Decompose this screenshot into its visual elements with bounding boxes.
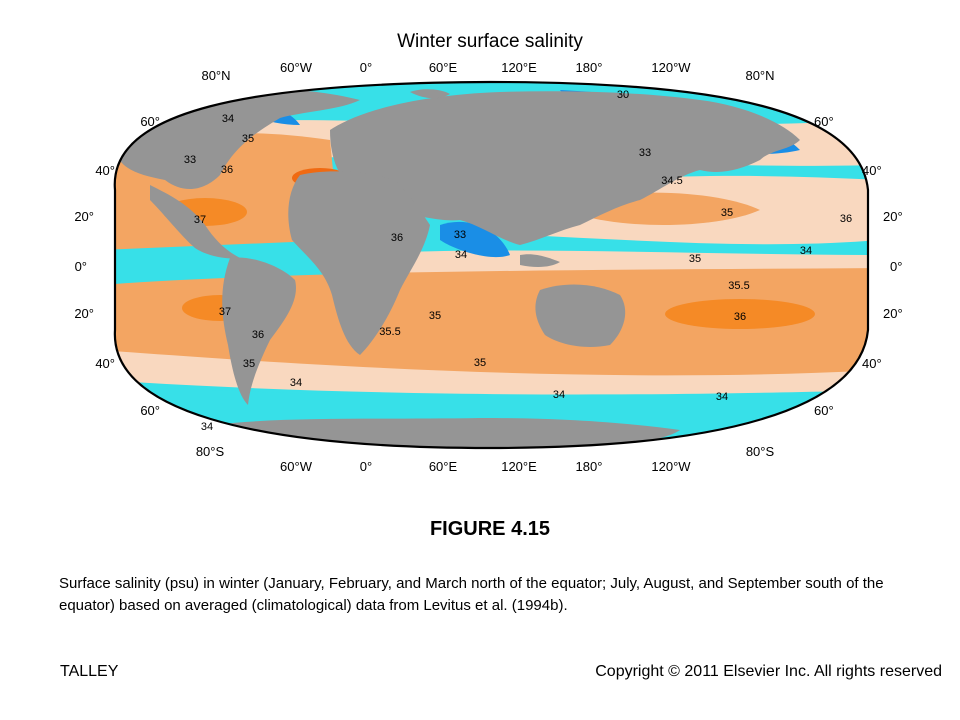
right-lat-label: 40° <box>862 356 882 371</box>
right-lat-label: 60° <box>814 114 834 129</box>
contour-label: 35.5 <box>379 326 400 338</box>
bottom-label: 180° <box>576 459 603 474</box>
salinity-map: 80°N 60°W 0° 60°E 120°E 180° 120°W 80°N … <box>74 60 903 474</box>
left-lat-label: 20° <box>74 306 94 321</box>
contour-label: 34 <box>455 249 467 261</box>
contour-label: 30 <box>617 89 629 101</box>
contour-label: 34 <box>201 421 213 433</box>
contour-label: 36 <box>252 329 264 341</box>
contour-labels: 30 34 35 33 36 33 34.5 37 35 36 33 34 34… <box>184 89 852 433</box>
bottom-axis: 80°S 60°W 0° 60°E 120°E 180° 120°W 80°S <box>196 444 775 474</box>
bottom-label: 120°E <box>501 459 537 474</box>
bay-of-bengal-fresh <box>440 221 510 258</box>
right-lat-label: 20° <box>883 209 903 224</box>
salinity-field <box>114 82 869 448</box>
south-pale <box>114 350 869 395</box>
contour-label: 34 <box>290 377 302 389</box>
globe-outline <box>113 80 870 450</box>
figure-label: FIGURE 4.15 <box>429 518 551 540</box>
top-axis: 80°N 60°W 0° 60°E 120°E 180° 120°W 80°N <box>201 60 774 83</box>
contour-label: 36 <box>840 213 852 225</box>
central-america <box>150 185 240 259</box>
contour-label: 37 <box>194 214 206 226</box>
contour-label: 34 <box>222 113 234 125</box>
contour-label: 35.5 <box>728 280 749 292</box>
top-label: 120°W <box>651 60 691 75</box>
bottom-label: 120°W <box>651 459 691 474</box>
contour-label: 34.5 <box>661 175 682 187</box>
contour-label: 33 <box>454 229 466 241</box>
top-label: 60°W <box>280 60 313 75</box>
contour-label: 37 <box>219 306 231 318</box>
bottom-label: 0° <box>360 459 372 474</box>
arctic-islands <box>410 89 450 99</box>
top-label: 0° <box>360 60 372 75</box>
bottom-label: 80°S <box>196 444 225 459</box>
contour-label: 34 <box>553 389 565 401</box>
contour-label: 35 <box>474 357 486 369</box>
right-lat-label: 20° <box>883 306 903 321</box>
contour-label: 35 <box>429 310 441 322</box>
right-axis: 60° 40° 20° 0° 20° 40° 60° <box>814 114 903 418</box>
right-lat-label: 40° <box>862 163 882 178</box>
south-america <box>222 257 296 405</box>
top-label: 80°N <box>201 68 230 83</box>
map-title: Winter surface salinity <box>397 31 583 52</box>
contour-label: 35 <box>721 207 733 219</box>
contour-label: 35 <box>242 133 254 145</box>
top-label: 120°E <box>501 60 537 75</box>
maritime-continent <box>520 254 560 267</box>
contour-label: 33 <box>184 154 196 166</box>
contour-label: 36 <box>221 164 233 176</box>
left-lat-label: 0° <box>75 259 87 274</box>
bottom-label: 60°W <box>280 459 313 474</box>
bottom-label: 80°S <box>746 444 775 459</box>
left-lat-label: 20° <box>74 209 94 224</box>
map-svg: 80°N 60°W 0° 60°E 120°E 180° 120°W 80°N … <box>74 60 903 474</box>
bottom-label: 60°E <box>429 459 458 474</box>
contour-label: 34 <box>800 245 812 257</box>
left-lat-label: 40° <box>95 356 115 371</box>
australia <box>535 284 626 347</box>
africa <box>288 171 430 355</box>
contour-label: 34 <box>716 391 728 403</box>
footer-author: TALLEY <box>60 663 119 680</box>
eurasia <box>330 91 800 245</box>
left-lat-label: 40° <box>95 163 115 178</box>
contour-label: 35 <box>689 253 701 265</box>
left-lat-label: 60° <box>140 114 160 129</box>
right-lat-label: 60° <box>814 403 834 418</box>
right-lat-label: 0° <box>890 259 902 274</box>
contour-label: 33 <box>639 147 651 159</box>
top-label: 180° <box>576 60 603 75</box>
south-pacific-core <box>665 299 815 329</box>
left-axis: 60° 40° 20° 0° 20° 40° 60° <box>74 114 160 418</box>
top-label: 80°N <box>745 68 774 83</box>
contour-label: 36 <box>391 232 403 244</box>
top-label: 60°E <box>429 60 458 75</box>
footer-copyright: Copyright © 2011 Elsevier Inc. All right… <box>595 663 942 680</box>
contour-label: 35 <box>243 358 255 370</box>
left-lat-label: 60° <box>140 403 160 418</box>
contour-label: 36 <box>734 311 746 323</box>
figure-caption: Surface salinity (psu) in winter (Januar… <box>59 575 884 614</box>
antarctica <box>180 418 680 448</box>
